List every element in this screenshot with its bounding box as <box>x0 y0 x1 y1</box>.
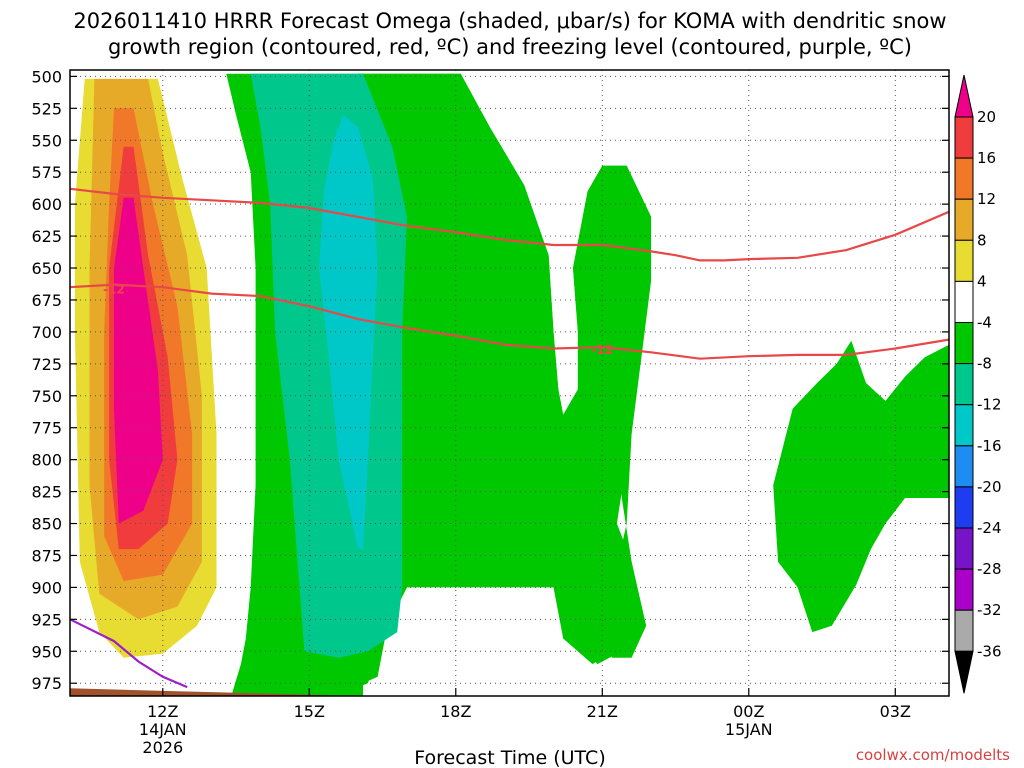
y-tick-label-925: 925 <box>31 610 62 629</box>
pressure-axis: 500 525 550 575 600 625 650 675 700 725 750 775 800 8… <box>31 67 949 693</box>
colorbar-label--32: -32 <box>977 601 1002 619</box>
credit-text: coolwx.com/modelts <box>856 746 1010 764</box>
y-tick-label-525: 525 <box>31 99 62 118</box>
plot-frame <box>69 69 950 697</box>
y-tick-label-750: 750 <box>31 387 62 406</box>
colorbar-swatch-13 <box>954 609 974 652</box>
colorbar-bottom-arrow <box>954 650 974 694</box>
colorbar-swatch-7 <box>954 363 974 406</box>
x-tick-label-18Z: 18Z <box>440 702 471 721</box>
ground-surface <box>70 688 359 696</box>
y-tick-label-725: 725 <box>31 355 62 374</box>
colorbar-top-arrow <box>954 74 974 118</box>
y-tick-label-675: 675 <box>31 291 62 310</box>
omega-negative-12 <box>319 114 378 550</box>
x-tick-year-12Z: 2026 <box>142 738 183 757</box>
y-tick-label-550: 550 <box>31 131 62 150</box>
colorbar-label--28: -28 <box>977 560 1002 578</box>
omega-shading-layer <box>70 73 949 696</box>
colorbar-label-4: 4 <box>977 272 987 290</box>
x-axis-label: Forecast Time (UTC) <box>414 747 605 768</box>
chart-title-line-1: 2026011410 HRRR Forecast Omega (shaded, … <box>73 9 946 33</box>
y-tick-label-575: 575 <box>31 163 62 182</box>
colorbar-swatch-3 <box>954 198 974 241</box>
x-tick-label-00Z: 00Z <box>733 702 764 721</box>
x-tick-label-21Z: 21Z <box>587 702 618 721</box>
y-tick-label-850: 850 <box>31 515 62 534</box>
colorbar-swatch-11 <box>954 527 974 570</box>
colorbar-swatch-1 <box>954 116 974 159</box>
colorbar-label-16: 16 <box>977 149 996 167</box>
colorbar-label--12: -12 <box>977 396 1002 414</box>
y-tick-label-950: 950 <box>31 642 62 661</box>
colorbar-swatch-10 <box>954 486 974 529</box>
colorbar-label-12: 12 <box>977 190 996 208</box>
colorbar-swatch-12 <box>954 568 974 611</box>
colorbar-label-20: 20 <box>977 108 996 126</box>
omega-colorbar: 20 16 12 8 4 -4 -8 -12 -16 -20 -24 -28 -32 -36 <box>954 74 1002 694</box>
colorbar-label--36: -36 <box>977 642 1002 660</box>
x-tick-date-00Z: 15JAN <box>725 720 773 739</box>
colorbar-label--16: -16 <box>977 437 1002 455</box>
dendritic-lower-label-2: -12 <box>591 343 613 357</box>
colorbar-swatch-8 <box>954 404 974 447</box>
y-tick-label-900: 900 <box>31 578 62 597</box>
freezing-level-contour <box>70 618 188 689</box>
colorbar-swatch-2 <box>954 157 974 200</box>
x-tick-label-12Z: 12Z <box>147 702 178 721</box>
y-tick-label-975: 975 <box>31 674 62 693</box>
y-tick-label-625: 625 <box>31 227 62 246</box>
colorbar-label--8: -8 <box>977 355 992 373</box>
colorbar-swatch-5 <box>954 280 974 323</box>
dendritic-lower-contour <box>70 283 949 360</box>
y-tick-label-800: 800 <box>31 451 62 470</box>
y-tick-label-500: 500 <box>31 67 62 86</box>
y-tick-label-700: 700 <box>31 323 62 342</box>
y-tick-label-825: 825 <box>31 483 62 502</box>
colorbar-label--20: -20 <box>977 478 1002 496</box>
colorbar-label--4: -4 <box>977 314 992 332</box>
y-tick-label-875: 875 <box>31 546 62 565</box>
x-tick-label-03Z: 03Z <box>880 702 911 721</box>
y-tick-label-600: 600 <box>31 195 62 214</box>
colorbar-label--24: -24 <box>977 519 1002 537</box>
y-tick-label-650: 650 <box>31 259 62 278</box>
dendritic-lower-contour-label: -12 <box>103 283 125 297</box>
colorbar-swatch-6 <box>954 322 974 365</box>
x-tick-date-12Z: 14JAN <box>139 720 187 739</box>
omega-negative-4-wide <box>358 73 652 688</box>
y-tick-label-775: 775 <box>31 419 62 438</box>
omega-negative-4-late <box>773 340 949 633</box>
colorbar-label-8: 8 <box>977 231 987 249</box>
colorbar-swatch-4 <box>954 239 974 282</box>
colorbar-swatch-9 <box>954 445 974 488</box>
omega-positive-20 <box>114 197 163 524</box>
chart-title-line-2: growth region (contoured, red, ºC) and f… <box>108 35 912 59</box>
contour-layer: -12 -12 <box>70 187 949 689</box>
dendritic-upper-contour <box>70 187 949 262</box>
x-tick-label-15Z: 15Z <box>294 702 325 721</box>
